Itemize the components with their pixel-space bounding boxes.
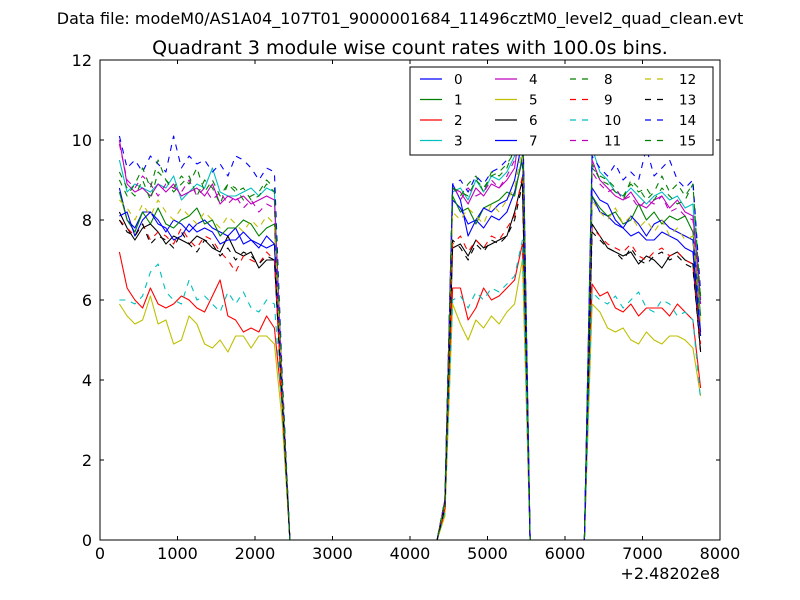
y-tick-label: 8 (82, 211, 92, 230)
x-tick-label: 7000 (622, 544, 663, 563)
legend-label-9: 9 (604, 93, 613, 109)
legend-label-5: 5 (529, 93, 538, 109)
x-tick-label: 2000 (235, 544, 276, 563)
y-tick-label: 12 (72, 51, 92, 70)
x-tick-label: 4000 (390, 544, 431, 563)
chart-title: Quadrant 3 module wise count rates with … (152, 37, 668, 59)
series-line-13 (118, 183, 702, 540)
series-line-2 (118, 243, 702, 540)
y-tick-label: 4 (82, 371, 92, 390)
x-tick-label: 1000 (157, 544, 198, 563)
legend-label-6: 6 (529, 113, 538, 129)
legend-label-15: 15 (679, 134, 696, 150)
x-tick-label: 0 (95, 544, 105, 563)
x-offset-label: +2.48202e8 (620, 564, 720, 583)
legend-label-14: 14 (679, 113, 696, 129)
series-line-0 (118, 159, 702, 540)
legend-label-2: 2 (454, 113, 463, 129)
figure-suptitle: Data file: modeM0/AS1A04_107T01_90000016… (57, 9, 743, 29)
series-line-5 (118, 259, 702, 540)
legend-label-0: 0 (454, 72, 463, 88)
y-tick-label: 10 (72, 131, 92, 150)
y-tick-label: 0 (82, 531, 92, 550)
y-tick-label: 6 (82, 291, 92, 310)
series-line-6 (118, 179, 702, 540)
legend-label-8: 8 (604, 72, 613, 88)
series-line-3 (118, 131, 702, 540)
x-tick-label: 3000 (312, 544, 353, 563)
legend-label-4: 4 (529, 72, 538, 88)
x-tick-label: 6000 (545, 544, 586, 563)
series-line-12 (119, 147, 702, 540)
legend-label-13: 13 (679, 93, 696, 109)
series-line-1 (118, 155, 702, 540)
plot-series (118, 91, 702, 540)
legend-label-10: 10 (604, 113, 621, 129)
legend-label-3: 3 (454, 134, 463, 150)
legend-label-7: 7 (529, 134, 538, 150)
series-line-11 (118, 115, 702, 540)
series-line-15 (118, 103, 702, 540)
legend-label-12: 12 (679, 72, 696, 88)
y-tick-label: 2 (82, 451, 92, 470)
axis-ticks: 0 1000 2000 3000 4000 5000 6000 7000 80000246810… (72, 51, 741, 563)
x-tick-label: 8000 (700, 544, 741, 563)
series-line-9 (119, 175, 702, 540)
series-line-4 (118, 107, 702, 540)
series-line-7 (119, 139, 702, 540)
x-tick-label: 5000 (467, 544, 508, 563)
legend-label-1: 1 (454, 93, 463, 109)
series-line-10 (119, 239, 702, 540)
legend-label-11: 11 (604, 134, 621, 150)
